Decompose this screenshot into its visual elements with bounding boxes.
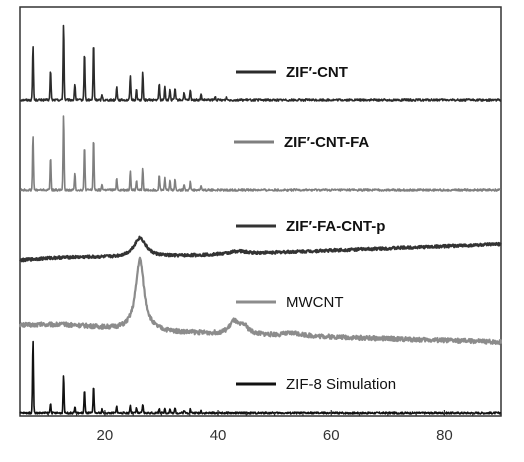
series-line-2	[19, 235, 502, 263]
series-line-4	[19, 340, 502, 415]
x-tick-label: 80	[436, 427, 453, 444]
x-tick-label: 60	[323, 427, 340, 444]
legend-label-0: ZIF′-CNT	[286, 64, 348, 81]
series-line-3	[18, 256, 502, 346]
legend-label-2: ZIF′-FA-CNT-p	[286, 218, 385, 235]
legend-label-1: ZIF′-CNT-FA	[284, 134, 369, 151]
x-axis: 20 40 60 80	[47, 410, 502, 444]
legend-label-3: MWCNT	[286, 294, 343, 311]
series-line-1	[19, 115, 502, 192]
series-layer	[18, 24, 502, 415]
plot-frame	[19, 6, 502, 417]
series-line-0	[19, 24, 502, 102]
legend-layer: ZIF′-CNT ZIF′-CNT-FA ZIF′-FA-CNT-p MWCNT ZIF…	[234, 64, 396, 393]
legend-label-4: ZIF-8 Simulation	[286, 376, 396, 393]
x-tick-label: 20	[97, 427, 114, 444]
x-tick-label: 40	[210, 427, 227, 444]
